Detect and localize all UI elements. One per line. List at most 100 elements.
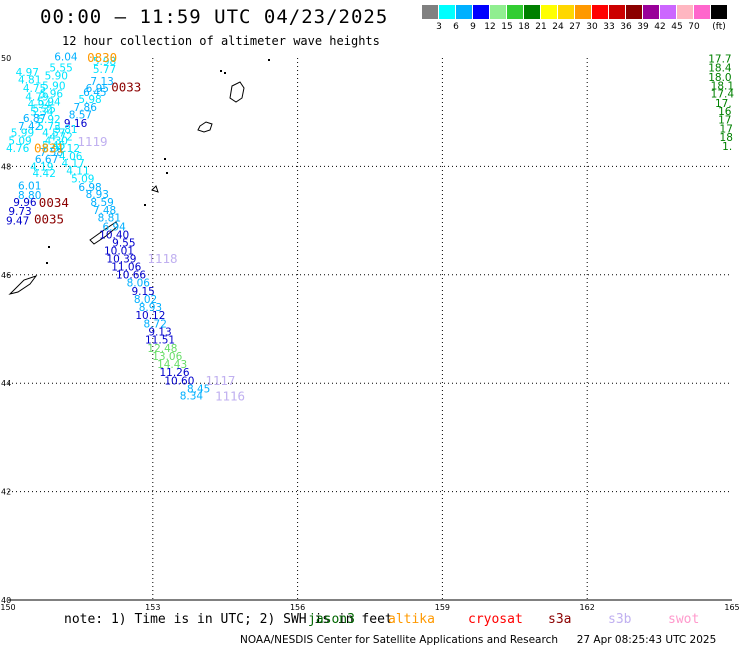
legend-label: 30 xyxy=(586,22,598,32)
wave-height-label: 5.09 xyxy=(71,174,94,186)
map-title: 00:00 – 11:59 UTC 04/23/2025 xyxy=(40,6,389,28)
wave-height-label: 4.19 xyxy=(30,162,53,174)
wave-height-label: 5.45 xyxy=(42,140,65,152)
pass-time-label: 1117 xyxy=(205,373,235,388)
wave-height-label: 1. xyxy=(722,141,732,153)
pass-time-label: 1118 xyxy=(147,251,177,266)
legend-swatch xyxy=(541,5,558,19)
wave-height-label: 8.02 xyxy=(134,294,157,306)
legend-label: 39 xyxy=(637,22,649,32)
wave-height-label: 8.80 xyxy=(18,190,41,202)
legend-label: 6 xyxy=(453,22,459,32)
legend-label: 27 xyxy=(569,22,581,32)
wave-height-label: 8.72 xyxy=(144,318,167,330)
wave-height-label: 16 xyxy=(718,106,732,118)
wave-height-label: 11.51 xyxy=(145,335,175,347)
island-dot xyxy=(220,70,222,72)
lat-tick-label: 46 xyxy=(1,271,11,280)
wave-height-label: 5.77 xyxy=(93,64,116,76)
wave-height-label: 8.45 xyxy=(187,383,210,395)
pass-time-label: 0034 xyxy=(39,195,69,210)
island-dot xyxy=(48,246,50,248)
legend-label: 9 xyxy=(470,22,476,32)
credit-text: NOAA/NESDIS Center for Satellite Applica… xyxy=(240,634,558,646)
lat-tick-label: 44 xyxy=(1,379,11,388)
lat-tick-label: 50 xyxy=(1,54,11,63)
wave-height-label: 5.98 xyxy=(93,56,116,68)
wave-height-label: 4.97 xyxy=(16,67,39,79)
pass-time-label: 1116 xyxy=(215,389,245,404)
lon-tick-label: 165 xyxy=(724,603,739,612)
wave-height-label: 10.40 xyxy=(99,229,129,241)
wave-height-label: 4.30 xyxy=(45,136,68,148)
legend-swatch xyxy=(711,5,728,19)
legend-swatch xyxy=(592,5,609,19)
island-dot xyxy=(46,262,48,264)
wave-height-label: 6.01 xyxy=(18,181,41,193)
wave-height-label: 7.86 xyxy=(74,102,98,114)
footer: NOAA/NESDIS Center for Satellite Applica… xyxy=(240,634,716,646)
legend-swatch xyxy=(456,5,473,19)
wave-height-label: 5.34 xyxy=(30,106,54,118)
island-coastline xyxy=(151,185,159,193)
wave-height-label: 5.96 xyxy=(40,89,64,101)
island-dot xyxy=(166,172,168,174)
wave-height-label: 18.4 xyxy=(708,63,732,75)
wave-height-label: 13.06 xyxy=(152,351,182,363)
wave-height-label: 14.43 xyxy=(157,359,187,371)
legend-label: 36 xyxy=(620,22,632,32)
wave-height-label: 9.15 xyxy=(131,286,154,298)
wave-height-label: 5.09 xyxy=(8,136,31,148)
wave-height-label: 6.45 xyxy=(83,87,106,99)
wave-height-label: 18 xyxy=(720,132,733,144)
legend-label: 18 xyxy=(518,22,530,32)
timestamp-text: 27 Apr 08:25:43 UTC 2025 xyxy=(576,634,717,646)
wave-height-label: 9.73 xyxy=(8,206,31,218)
legend-label: 12 xyxy=(484,22,496,32)
wave-height-label: 4.75 xyxy=(23,83,46,95)
legend-label: 3 xyxy=(436,22,442,32)
wave-height-label: 6.04 xyxy=(54,52,78,64)
legend-label: 15 xyxy=(501,22,513,32)
island-coastline xyxy=(229,81,245,103)
wave-height-label: 4.12 xyxy=(57,143,80,155)
legend-swatch xyxy=(626,5,643,19)
wave-height-label: 17 xyxy=(718,115,731,127)
wave-height-label: 6.67 xyxy=(35,154,58,166)
satellite-s3b-label: s3b xyxy=(608,612,632,627)
pass-time-label: 0035 xyxy=(34,211,64,226)
wave-height-label: 12.48 xyxy=(147,343,177,355)
legend-label: 70 xyxy=(688,22,700,32)
wave-height-label: 5.90 xyxy=(45,71,68,83)
wave-height-label: 5.99 xyxy=(11,128,34,140)
wave-height-label: 17.4 xyxy=(711,89,735,101)
wave-height-label: 4.79 xyxy=(25,91,48,103)
satellite-swot-label: swot xyxy=(668,612,700,627)
wave-height-label: 4.17 xyxy=(61,158,84,170)
wave-height-label: 4.11 xyxy=(66,166,89,178)
wave-height-label: 17.7 xyxy=(708,53,731,65)
satellite-s3a-label: s3a xyxy=(548,612,572,627)
wave-height-label: 7.13 xyxy=(90,76,113,88)
wave-height-label: 5.94 xyxy=(37,97,61,109)
legend-swatch xyxy=(490,5,507,19)
legend-swatch xyxy=(643,5,660,19)
legend-swatch xyxy=(694,5,711,19)
pass-time-label: 0831 xyxy=(34,140,64,155)
wave-height-label: 8.34 xyxy=(180,390,204,402)
wave-height-label: 6.87 xyxy=(23,113,46,125)
wave-height-label: 7.42 xyxy=(18,121,41,133)
legend-swatch xyxy=(677,5,694,19)
wave-height-label: 4.81 xyxy=(18,74,41,86)
wave-height-label: 9.96 xyxy=(13,197,37,209)
island-coastline xyxy=(89,221,119,245)
legend-swatch xyxy=(575,5,592,19)
wave-height-label: 8.81 xyxy=(98,213,121,225)
legend-swatch xyxy=(507,5,524,19)
wave-height-label: 8.93 xyxy=(86,189,109,201)
island-dot xyxy=(224,72,226,74)
wave-height-label: 8.59 xyxy=(90,197,113,209)
legend-unit: (ft) xyxy=(712,22,726,32)
wave-height-label: 4.72 xyxy=(49,131,72,143)
lat-tick-label: 42 xyxy=(1,488,11,497)
